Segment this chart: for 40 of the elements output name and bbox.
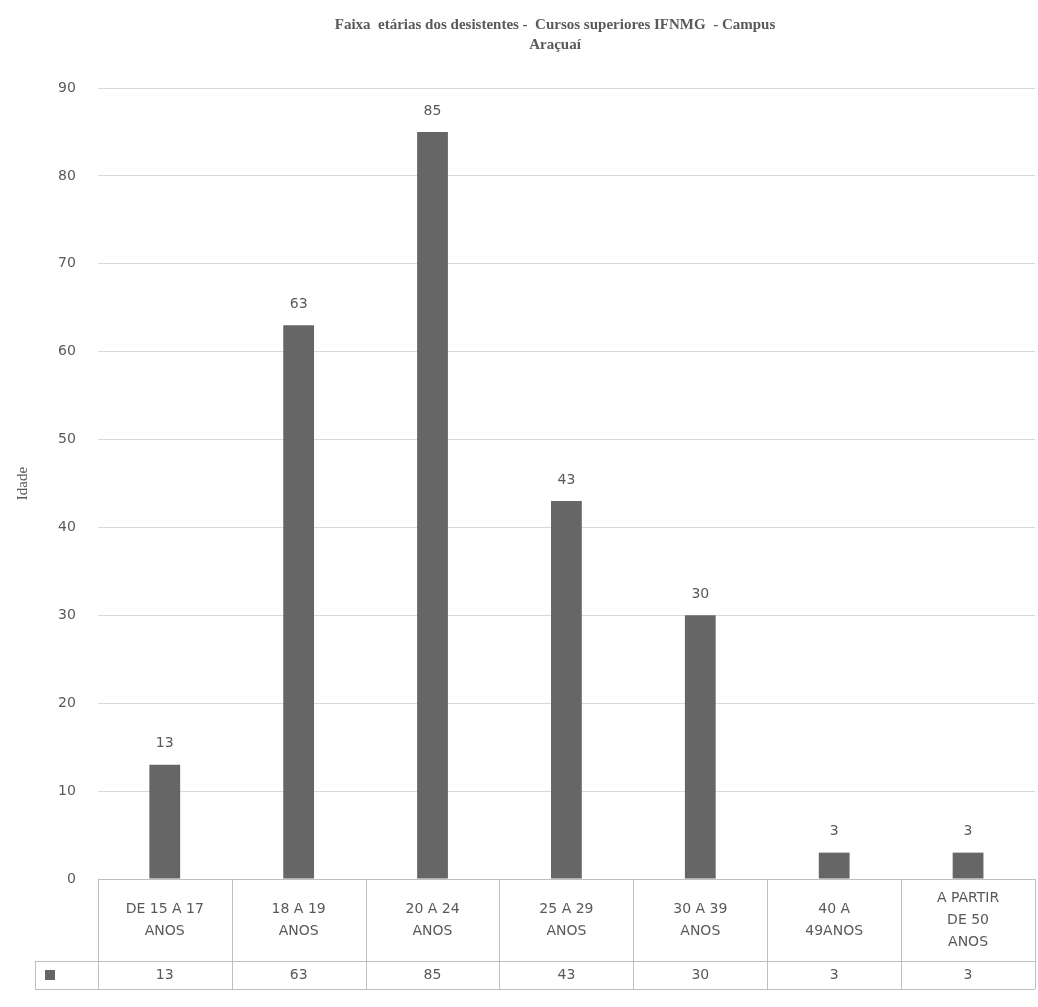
bar [952, 852, 984, 879]
data-label: 3 [963, 822, 973, 839]
y-tick-label: 0 [66, 869, 76, 886]
bar [283, 325, 315, 879]
text: 85 [423, 965, 442, 982]
chart-title: Faixa etárias dos desistentes - Cursos superiores IFNMG - Campus Araçuaí [333, 15, 777, 54]
data-label: 43 [557, 470, 576, 487]
y-tick-label: 80 [57, 166, 76, 183]
x-tick-label: 30 A 39 ANOS [673, 899, 728, 938]
data-label: 13 [155, 734, 174, 751]
text: 13 [155, 965, 174, 982]
y-tick-label: 90 [57, 78, 76, 95]
text: 43 [557, 965, 576, 982]
text: 3 [829, 965, 839, 982]
y-tick-label: 50 [57, 430, 76, 447]
x-tick-label: 40 A 49ANOS [805, 899, 864, 938]
data-label: 3 [829, 822, 839, 839]
x-tick-label: 18 A 19 ANOS [271, 899, 326, 938]
bar [417, 131, 448, 879]
y-tick-label: 10 [57, 781, 76, 798]
data-label: 63 [289, 294, 308, 311]
bar [818, 852, 850, 879]
text: 30 [691, 965, 710, 982]
y-axis-title: Idade [13, 466, 30, 501]
bar [684, 615, 716, 879]
y-tick-label: 40 [57, 518, 76, 535]
text: 63 [289, 965, 308, 982]
x-tick-label: A PARTIR DE 50 ANOS [936, 888, 1000, 949]
y-tick-label: 70 [57, 254, 76, 271]
data-label: 30 [691, 584, 710, 601]
x-tick-label: 25 A 29 ANOS [539, 899, 594, 938]
x-tick-label: 20 A 24 ANOS [405, 899, 460, 938]
y-tick-label: 20 [57, 693, 76, 710]
text: 3 [963, 965, 973, 982]
y-tick-label: 60 [57, 342, 76, 359]
bar [149, 764, 181, 879]
x-tick-label: DE 15 A 17 ANOS [125, 899, 204, 938]
y-tick-label: 30 [57, 605, 76, 622]
bar [551, 501, 582, 879]
data-label: 85 [423, 101, 442, 118]
